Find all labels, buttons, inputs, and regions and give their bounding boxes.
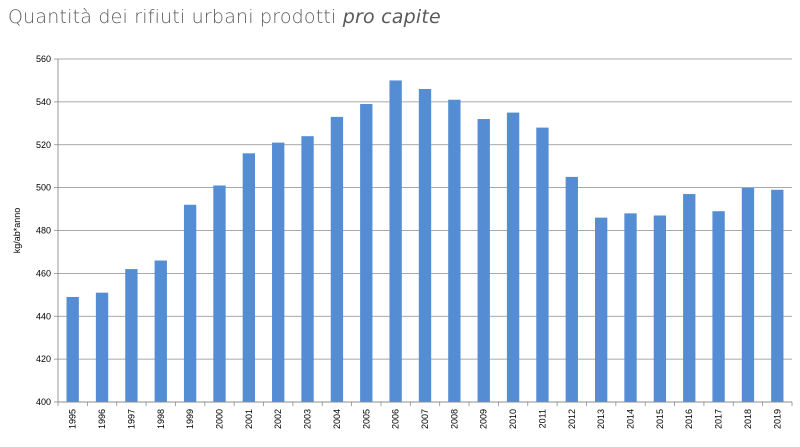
bar-1999: [183, 204, 197, 402]
y-tick-label: 480: [36, 226, 51, 236]
bar-1995: [66, 296, 79, 402]
bar-1997: [125, 269, 138, 402]
axes: [54, 58, 793, 406]
x-tick-label-2001: 2001: [244, 409, 254, 429]
y-tick-label: 500: [36, 183, 51, 193]
bar-2005: [360, 104, 373, 403]
x-tick-label-2009: 2009: [479, 409, 489, 429]
chart-title: Quantità dei rifiuti urbani prodotti pro…: [8, 6, 441, 28]
x-tick-label-2005: 2005: [361, 409, 371, 429]
x-tick-label-2008: 2008: [449, 409, 459, 429]
bar-2007: [418, 89, 432, 402]
x-tick-label-2017: 2017: [714, 409, 724, 429]
bar-1998: [154, 260, 167, 402]
x-tick-label-2010: 2010: [508, 409, 518, 429]
x-tick-label-2004: 2004: [332, 409, 342, 429]
bar-2002: [272, 142, 285, 402]
x-tick-label-1998: 1998: [156, 409, 166, 429]
x-tick-label-2000: 2000: [214, 409, 224, 429]
bar-2014: [624, 213, 637, 402]
bar-2013: [594, 217, 608, 402]
x-tick-label-2007: 2007: [420, 409, 430, 429]
bar-2012: [565, 176, 578, 402]
bar-2009: [477, 119, 490, 403]
x-tick-label-2006: 2006: [391, 409, 401, 429]
x-tick-label-1995: 1995: [68, 409, 78, 429]
x-tick-label-2003: 2003: [303, 409, 313, 429]
y-tick-label: 400: [36, 397, 51, 407]
bar-2019: [771, 189, 784, 402]
y-tick-label: 420: [36, 354, 51, 364]
bar-2016: [683, 194, 696, 402]
bar-2001: [242, 153, 256, 402]
y-tick-labels: 400 420 440 460 480 500 520 540 560: [36, 54, 51, 407]
x-tick-label-2016: 2016: [684, 409, 694, 429]
bars: [66, 80, 784, 403]
bar-2003: [301, 136, 314, 403]
x-tick-label-2011: 2011: [537, 409, 547, 428]
y-tick-label: 560: [36, 54, 51, 64]
y-tick-label: 520: [36, 140, 51, 150]
bar-2011: [536, 127, 549, 402]
y-axis-label: kg/ab*anno: [12, 208, 22, 254]
bar-2018: [741, 187, 755, 402]
x-tick-label-1996: 1996: [97, 409, 107, 429]
y-tick-label: 440: [36, 311, 51, 321]
bar-2006: [389, 80, 402, 402]
chart-title-main: Quantità dei rifiuti urbani prodotti: [8, 6, 343, 28]
bar-1996: [95, 292, 109, 402]
x-tick-label-2012: 2012: [567, 409, 577, 429]
bar-2004: [330, 116, 344, 402]
chart-title-italic: pro capite: [342, 6, 441, 28]
y-tick-label: 460: [36, 268, 51, 278]
x-tick-label-2015: 2015: [655, 409, 665, 429]
bar-2008: [448, 99, 461, 402]
x-tick-label-2019: 2019: [772, 409, 782, 429]
bar-2017: [712, 211, 725, 402]
x-tick-label-2014: 2014: [626, 409, 636, 429]
x-tick-label-2018: 2018: [743, 409, 753, 429]
x-tick-label-1999: 1999: [185, 409, 195, 429]
x-tick-label-1997: 1997: [126, 409, 136, 429]
bar-2010: [506, 112, 520, 402]
x-tick-label-2002: 2002: [273, 409, 283, 429]
y-tick-label: 540: [36, 97, 51, 107]
x-tick-label-2013: 2013: [596, 409, 606, 429]
bar-2000: [213, 185, 226, 402]
bar-2015: [653, 215, 667, 402]
x-tick-labels: 1995 1996 1997 1998 1999 2000 2001 2002 2003 2004…: [68, 409, 783, 429]
